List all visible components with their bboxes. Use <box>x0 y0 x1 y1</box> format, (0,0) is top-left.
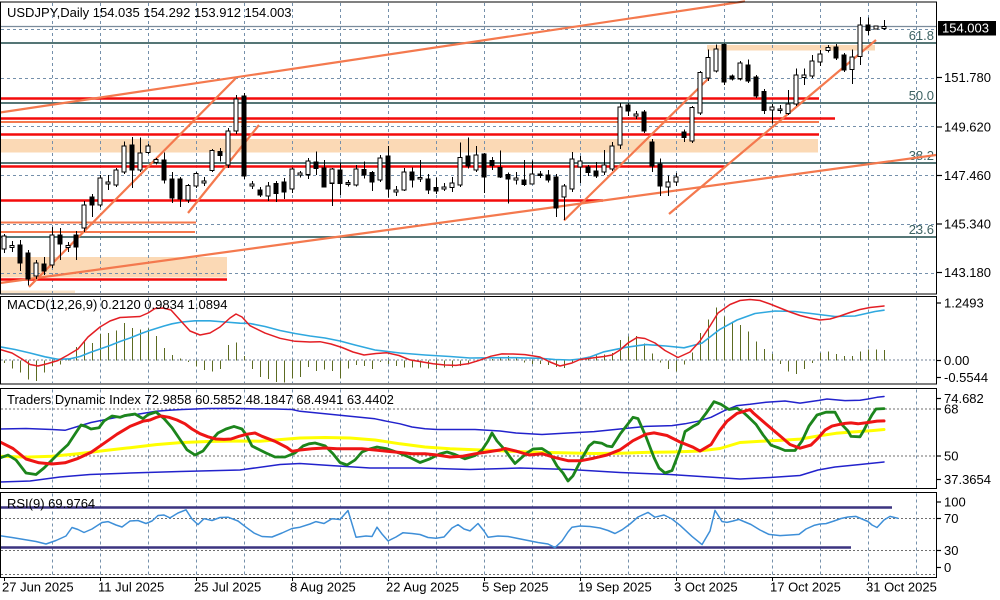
svg-text:MACD(12,26,9) 0.2120 0.9834 1.: MACD(12,26,9) 0.2120 0.9834 1.0894 <box>7 297 227 312</box>
svg-text:143.180: 143.180 <box>944 265 991 280</box>
svg-text:8 Aug 2025: 8 Aug 2025 <box>290 580 356 595</box>
svg-text:151.780: 151.780 <box>944 70 991 85</box>
svg-text:17 Oct 2025: 17 Oct 2025 <box>770 580 841 595</box>
svg-text:50: 50 <box>944 449 958 464</box>
svg-text:68: 68 <box>944 402 958 417</box>
svg-text:11 Jul 2025: 11 Jul 2025 <box>98 580 164 595</box>
svg-text:27 Jun 2025: 27 Jun 2025 <box>2 580 74 595</box>
svg-text:147.460: 147.460 <box>944 168 991 183</box>
svg-text:25 Jul 2025: 25 Jul 2025 <box>194 580 261 595</box>
svg-text:38.2: 38.2 <box>909 148 934 163</box>
svg-text:154.003: 154.003 <box>942 21 989 36</box>
svg-text:USDJPY,Daily 154.035 154.292: USDJPY,Daily 154.035 154.292 153.912 154… <box>7 5 292 20</box>
svg-text:Traders Dynamic Index 72.9858: Traders Dynamic Index 72.9858 60.5852 48… <box>7 392 394 407</box>
svg-text:61.8: 61.8 <box>909 28 934 43</box>
svg-text:RSI(9) 69.9764: RSI(9) 69.9764 <box>7 496 95 511</box>
svg-text:5 Sep 2025: 5 Sep 2025 <box>482 580 549 595</box>
svg-text:70: 70 <box>944 511 958 526</box>
svg-text:50.0: 50.0 <box>909 88 934 103</box>
svg-text:22 Aug 2025: 22 Aug 2025 <box>386 580 459 595</box>
svg-text:3 Oct 2025: 3 Oct 2025 <box>674 580 738 595</box>
svg-text:100: 100 <box>944 495 966 510</box>
svg-text:19 Sep 2025: 19 Sep 2025 <box>578 580 652 595</box>
svg-text:0: 0 <box>944 560 951 575</box>
svg-text:37.3654: 37.3654 <box>944 472 991 487</box>
svg-text:149.620: 149.620 <box>944 120 991 135</box>
svg-text:74.682: 74.682 <box>944 391 984 406</box>
svg-text:23.6: 23.6 <box>909 222 934 237</box>
svg-text:0.00: 0.00 <box>944 353 969 368</box>
svg-text:145.340: 145.340 <box>944 217 991 232</box>
svg-text:30: 30 <box>944 543 958 558</box>
svg-text:-0.5544: -0.5544 <box>944 370 988 385</box>
svg-text:1.2493: 1.2493 <box>944 296 984 311</box>
svg-text:31 Oct 2025: 31 Oct 2025 <box>866 580 937 595</box>
